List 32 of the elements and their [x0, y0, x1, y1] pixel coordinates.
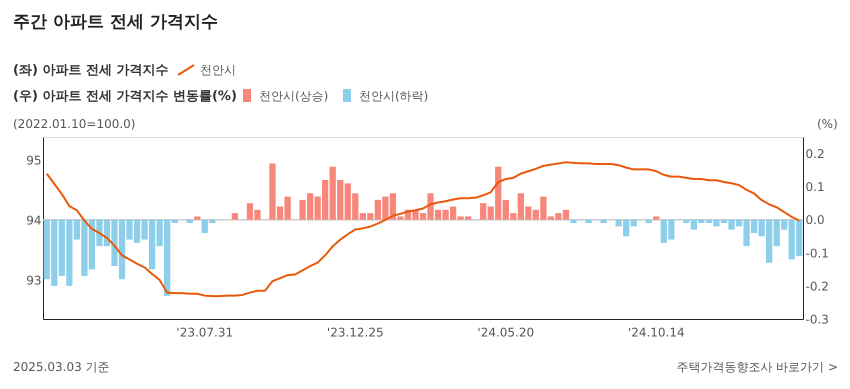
text: (2022.01.10=100.0) [13, 117, 136, 131]
bar [585, 220, 592, 224]
text: 2025.03.03 기준 [13, 360, 110, 374]
y2-tick-label: -0.2 [806, 279, 829, 294]
y-tick-label: 93 [26, 273, 42, 288]
text: (%) [817, 117, 838, 131]
text: 주택가격동향조사 바로가기 > [676, 360, 838, 374]
chart-title: 주간 아파트 전세 가격지수 [13, 12, 218, 32]
x-tick-label: '23.07.31 [176, 326, 234, 340]
legend-label: 천안시(하락) [359, 89, 428, 103]
legend-label: 천안시 [200, 63, 236, 77]
y2-tick-label: 0.2 [806, 147, 825, 162]
x-tick-label: '24.10.14 [628, 326, 685, 340]
bar [186, 220, 193, 224]
x-tick-label: '23.12.25 [326, 326, 384, 340]
text: (좌) 아파트 전세 가격지수 [13, 63, 168, 78]
bar [232, 213, 238, 220]
bar [600, 220, 607, 224]
y2-tick-label: 0.1 [806, 180, 825, 194]
bar [646, 220, 652, 224]
text: (우) 아파트 전세 가격지수 변동률(%) [13, 89, 237, 104]
line-series [46, 161, 800, 298]
x-tick-label: '24.05.20 [477, 326, 534, 340]
legend-label: 천안시(상승) [259, 89, 328, 103]
y-tick-label: 94 [26, 213, 42, 228]
y2-tick-label: 0.0 [806, 213, 825, 228]
y2-tick-label: -0.3 [806, 312, 829, 326]
y2-tick-label: -0.1 [806, 246, 829, 260]
y-tick-label: 95 [26, 153, 42, 168]
bar [653, 216, 660, 220]
bar [570, 220, 577, 224]
bar [194, 216, 200, 220]
